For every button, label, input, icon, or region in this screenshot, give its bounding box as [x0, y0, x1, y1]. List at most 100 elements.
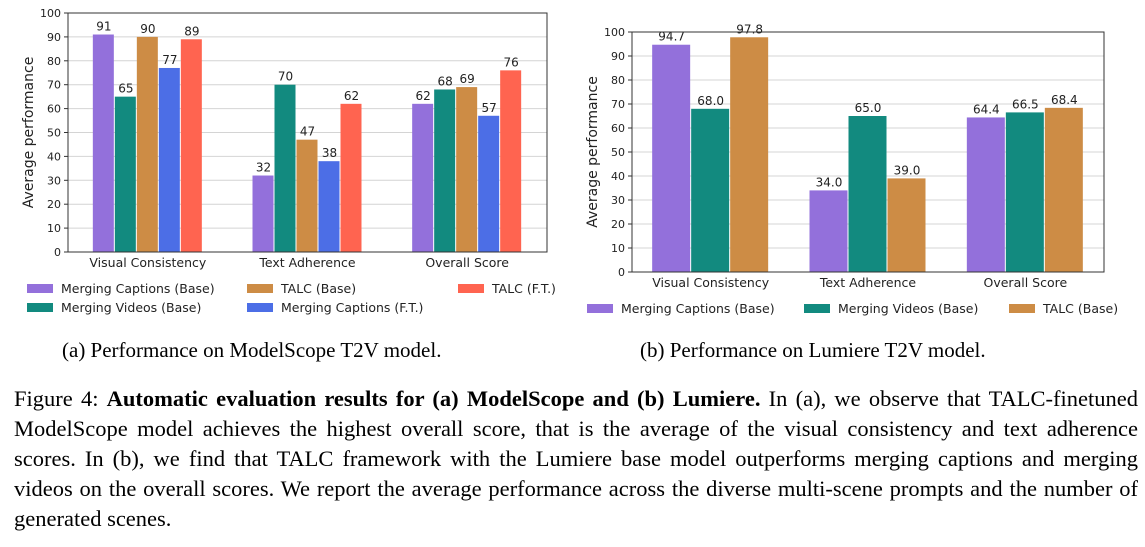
chart-0-ytick-label: 60	[47, 103, 61, 116]
chart-0-bar	[412, 103, 434, 252]
chart-0-legend-label: TALC (Base)	[280, 281, 356, 296]
figure-caption: Figure 4: Automatic evaluation results f…	[14, 384, 1138, 534]
chart-0-ytick-label: 100	[40, 7, 61, 20]
chart-1-legend-swatch	[587, 304, 613, 313]
chart-0-value-label: 62	[344, 89, 359, 103]
chart-0-bar	[92, 34, 114, 253]
subcaption-a: (a) Performance on ModelScope T2V model.	[62, 338, 442, 362]
chart-0-value-label: 90	[140, 22, 155, 36]
chart-1-ytick-label: 20	[611, 218, 625, 231]
chart-1-legend-label: Merging Captions (Base)	[621, 301, 775, 316]
chart-1-category-label: Text Adherence	[819, 275, 916, 290]
chart-1-value-label: 68.4	[1051, 93, 1078, 107]
chart-0-bar	[136, 36, 158, 253]
chart-0-ytick-label: 40	[47, 150, 61, 163]
chart-0-value-label: 57	[482, 101, 497, 115]
chart-1-ytick-label: 100	[604, 26, 625, 39]
chart-0-legend-swatch	[247, 284, 273, 293]
chart-0-ytick-label: 70	[47, 79, 61, 92]
chart-1-value-label: 65.0	[855, 101, 882, 115]
chart-0-value-label: 62	[416, 89, 431, 103]
chart-1-bar	[848, 116, 887, 272]
chart-0-ylabel: Average performance	[21, 57, 37, 209]
chart-0-value-label: 89	[184, 24, 199, 38]
chart-1-plot-frame	[631, 31, 1105, 273]
chart-1-ytick-label: 40	[611, 170, 625, 183]
chart-1-value-label: 94.7	[658, 30, 685, 44]
chart-0-category-label: Text Adherence	[258, 255, 355, 270]
chart-0-bar	[478, 115, 500, 253]
chart-0-value-label: 69	[460, 72, 475, 86]
chart-0-ytick-label: 90	[47, 31, 61, 44]
chart-1-bar	[809, 190, 848, 272]
chart-1-ytick-label: 0	[618, 266, 625, 279]
chart-0-ytick-label: 10	[47, 222, 61, 235]
chart-1-legend-swatch	[804, 304, 830, 313]
chart-0-legend-swatch	[458, 284, 484, 293]
chart-1-bar	[691, 108, 730, 272]
chart-0-legend-label: Merging Captions (Base)	[61, 281, 215, 296]
chart-0-legend-swatch	[247, 303, 273, 312]
chart-0-value-label: 70	[278, 70, 293, 84]
chart-1-ytick-label: 60	[611, 122, 625, 135]
chart-0-ytick-label: 0	[54, 246, 61, 259]
chart-1-value-label: 66.5	[1012, 97, 1039, 111]
chart-0-bar	[456, 87, 478, 252]
chart-1-category-label: Overall Score	[984, 275, 1068, 290]
chart-0-bar	[158, 67, 180, 252]
chart-0-ytick-label: 50	[47, 127, 61, 140]
chart-b-lumiere: 0 10 20 30 40 50 60 70 80 90 100 Average performanc…	[585, 24, 1118, 316]
chart-1-legend-label: TALC (Base)	[1042, 301, 1118, 316]
chart-0-legend-label: Merging Videos (Base)	[61, 300, 201, 315]
chart-0-value-label: 65	[118, 82, 133, 96]
chart-1-value-label: 97.8	[736, 24, 763, 36]
chart-0-bar	[296, 139, 318, 252]
chart-1-legend-swatch	[1009, 304, 1035, 313]
chart-0-bar	[180, 39, 202, 252]
chart-1-ylabel: Average performance	[585, 76, 601, 228]
chart-1-bar	[730, 37, 769, 272]
chart-0-value-label: 77	[162, 53, 177, 67]
chart-0-bar	[318, 161, 340, 252]
chart-1-bar	[1005, 112, 1044, 273]
chart-0-legend-label: Merging Captions (F.T.)	[281, 300, 423, 315]
chart-a-modelscope: 0 10 20 30 40 50 60 70 80 90 100 Average performanc…	[21, 7, 556, 315]
subcaption-b: (b) Performance on Lumiere T2V model.	[640, 338, 986, 362]
chart-0-bar	[274, 84, 296, 252]
chart-1-bar	[652, 44, 691, 272]
chart-0-legend-swatch	[27, 284, 53, 293]
chart-0-bar	[500, 70, 522, 252]
chart-1-ytick-label: 30	[611, 194, 625, 207]
chart-1-value-label: 68.0	[697, 94, 724, 108]
chart-0-legend-label: TALC (F.T.)	[491, 281, 556, 296]
chart-1-bar	[1044, 107, 1083, 272]
figure-caption-body: In (a), we observe that TALC-finetuned M…	[14, 386, 1138, 531]
chart-0-value-label: 76	[504, 55, 519, 69]
chart-0-bar	[434, 89, 456, 252]
chart-1-value-label: 34.0	[816, 175, 843, 189]
chart-1-value-label: 64.4	[973, 102, 1000, 116]
chart-0-legend-swatch	[27, 303, 53, 312]
chart-0-category-label: Overall Score	[425, 255, 509, 270]
chart-1-ytick-label: 90	[611, 50, 625, 63]
chart-0-bar	[252, 175, 274, 252]
figure-caption-prefix: Figure 4:	[14, 386, 107, 411]
chart-0-category-label: Visual Consistency	[89, 255, 206, 270]
chart-0-value-label: 38	[322, 146, 337, 160]
chart-0-bar	[114, 96, 136, 253]
chart-0-bar	[340, 103, 362, 252]
chart-0-plot-frame	[67, 12, 548, 253]
chart-1-bar	[887, 178, 926, 272]
chart-0-value-label: 68	[438, 74, 453, 88]
chart-0-ytick-label: 80	[47, 55, 61, 68]
chart-1-ytick-label: 10	[611, 242, 625, 255]
chart-0-ytick-label: 30	[47, 174, 61, 187]
chart-1-bar	[966, 117, 1005, 272]
chart-0-value-label: 32	[256, 161, 271, 175]
chart-0-value-label: 91	[96, 20, 111, 34]
chart-0-value-label: 47	[300, 125, 315, 139]
chart-1-category-label: Visual Consistency	[652, 275, 769, 290]
chart-1-ytick-label: 80	[611, 74, 625, 87]
chart-1-legend-label: Merging Videos (Base)	[838, 301, 978, 316]
figure-caption-bold: Automatic evaluation results for (a) Mod…	[106, 386, 761, 411]
